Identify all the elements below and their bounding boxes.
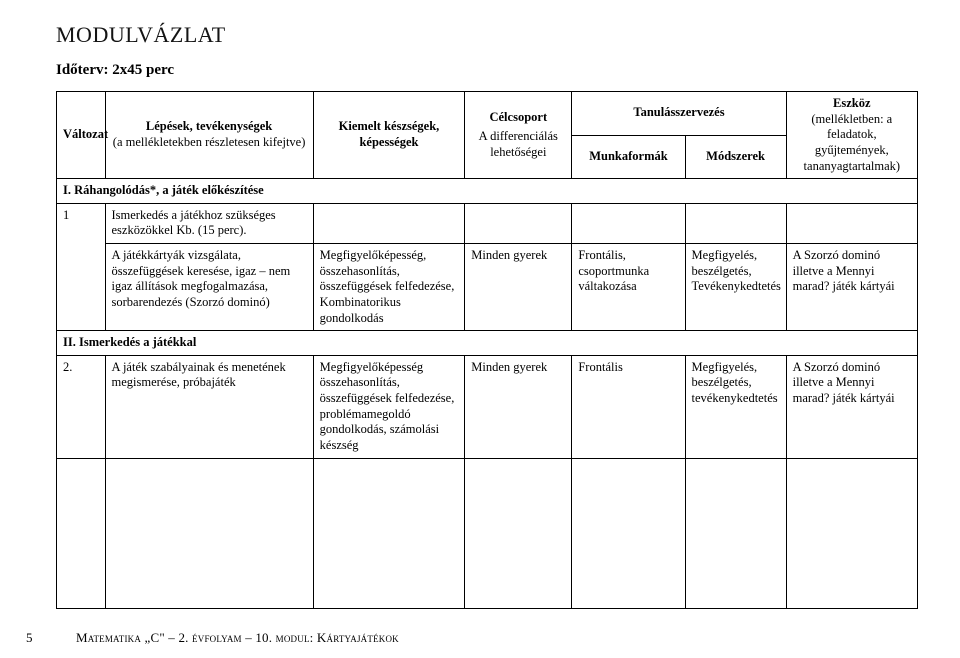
- th-steps: Lépések, tevékenységek (a mellékletekben…: [105, 92, 313, 179]
- row2-skill: Megfigyelőképesség összehasonlítás, össz…: [313, 355, 465, 458]
- row2-work: Frontális: [572, 355, 685, 458]
- row1-skill: Megfigyelőképesség, összehasonlítás, öss…: [313, 244, 465, 331]
- page-number: 5: [26, 630, 46, 646]
- empty-cell-6: [685, 458, 786, 608]
- th-target-top: Célcsoport: [471, 110, 565, 126]
- row1-num: 1: [57, 203, 106, 330]
- empty-cell-7: [786, 458, 917, 608]
- th-workforms: Munkaformák: [572, 135, 685, 179]
- row2-tool: A Szorzó dominó illetve a Mennyi marad? …: [786, 355, 917, 458]
- empty-cell-2: [105, 458, 313, 608]
- time-plan: Időterv: 2x45 perc: [56, 62, 918, 79]
- th-steps-l1: Lépések, tevékenységek: [112, 119, 307, 135]
- th-tool-top: Eszköz: [793, 96, 911, 112]
- section-ii-heading: II. Ismerkedés a játékkal: [57, 331, 918, 356]
- row2-num: 2.: [57, 355, 106, 458]
- row1-method-a: [685, 203, 786, 243]
- th-group-learning: Tanulásszervezés: [572, 92, 786, 136]
- th-variant: Változat: [57, 92, 106, 179]
- row1-skill-a: [313, 203, 465, 243]
- row1-tool: A Szorzó dominó illetve a Mennyi marad? …: [786, 244, 917, 331]
- row1-work: Frontális, csoportmunka váltakozása: [572, 244, 685, 331]
- footer-text: Matematika „C" – 2. évfolyam – 10. modul…: [76, 630, 399, 646]
- row2-step: A játék szabályainak és menetének megism…: [105, 355, 313, 458]
- empty-cell-1: [57, 458, 106, 608]
- row1-target-a: [465, 203, 572, 243]
- empty-cell-5: [572, 458, 685, 608]
- module-table: Változat Lépések, tevékenységek (a mellé…: [56, 91, 918, 609]
- section-i-heading: I. Ráhangolódás*, a játék előkészítése: [57, 179, 918, 204]
- row1-step-b: A játékkártyák vizsgálata, összefüggések…: [105, 244, 313, 331]
- page-footer: 5 Matematika „C" – 2. évfolyam – 10. mod…: [0, 630, 960, 646]
- row1-target: Minden gyerek: [465, 244, 572, 331]
- row1-work-a: [572, 203, 685, 243]
- th-skills: Kiemelt készségek, képességek: [313, 92, 465, 179]
- th-tool-bot: (mellékletben: a feladatok, gyűjtemények…: [793, 112, 911, 175]
- empty-cell-4: [465, 458, 572, 608]
- row1-method: Megfigyelés, beszélgetés, Tevékenykedtet…: [685, 244, 786, 331]
- row2-target: Minden gyerek: [465, 355, 572, 458]
- empty-cell-3: [313, 458, 465, 608]
- th-target: Célcsoport A differenciálás lehetőségei: [465, 92, 572, 179]
- row1-tool-a: [786, 203, 917, 243]
- th-steps-l2: (a mellékletekben részletesen kifejtve): [112, 135, 307, 151]
- th-methods: Módszerek: [685, 135, 786, 179]
- th-tool: Eszköz (mellékletben: a feladatok, gyűjt…: [786, 92, 917, 179]
- th-target-bot: A differenciálás lehetőségei: [471, 129, 565, 160]
- row1-step-a: Ismerkedés a játékhoz szükséges eszközök…: [105, 203, 313, 243]
- row2-method: Megfigyelés, beszélgetés, tevékenykedtet…: [685, 355, 786, 458]
- page-title: MODULVÁZLAT: [56, 22, 918, 48]
